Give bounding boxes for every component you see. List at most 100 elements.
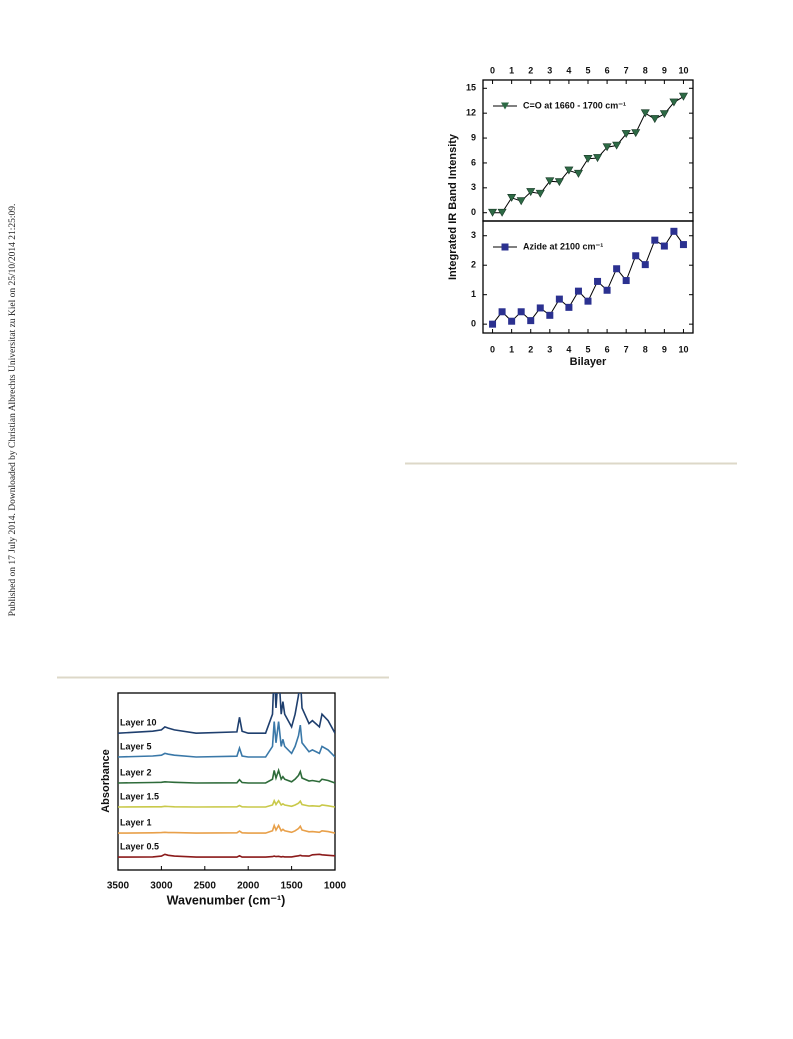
marker <box>555 295 563 303</box>
x-tick-label: 3 <box>547 344 552 354</box>
x-tick-label: 1000 <box>324 881 347 892</box>
marker <box>583 154 593 163</box>
y-axis-label: Integrated IR Band Intensity <box>447 133 459 280</box>
marker <box>497 208 507 217</box>
marker <box>498 308 506 316</box>
x-tick-label: 2 <box>528 65 533 75</box>
series-label: Layer 5 <box>120 741 152 751</box>
y-tick-label: 2 <box>471 260 476 270</box>
x-tick-label: 2000 <box>237 881 260 892</box>
series-label: Layer 1.5 <box>120 791 159 801</box>
marker <box>660 242 668 250</box>
x-tick-label: 3500 <box>107 881 130 892</box>
marker <box>516 197 526 206</box>
x-tick-label: 9 <box>662 65 667 75</box>
series-line <box>118 721 335 758</box>
marker <box>536 304 544 312</box>
marker <box>678 92 688 101</box>
marker <box>613 265 621 273</box>
x-tick-label: 5 <box>585 65 590 75</box>
y-tick-label: 6 <box>471 157 476 167</box>
marker <box>565 303 573 311</box>
marker <box>669 98 679 107</box>
marker <box>602 143 612 152</box>
marker <box>612 141 622 150</box>
x-tick-label: 6 <box>605 65 610 75</box>
marker <box>622 277 630 285</box>
legend-marker <box>501 102 509 110</box>
y-tick-label: 9 <box>471 132 476 142</box>
marker <box>584 297 592 305</box>
series-label: Layer 1 <box>120 817 152 827</box>
marker <box>527 317 535 325</box>
y-tick-label: 1 <box>471 289 476 299</box>
marker <box>564 166 574 175</box>
x-axis-label: Bilayer <box>570 356 607 368</box>
x-tick-label: 10 <box>678 344 688 354</box>
series-line <box>492 96 684 214</box>
y-tick-label: 0 <box>471 207 476 217</box>
marker <box>594 277 602 285</box>
marker <box>631 129 641 138</box>
series-label: Layer 10 <box>120 718 157 728</box>
marker <box>488 208 498 217</box>
marker <box>670 227 678 235</box>
x-tick-label: 4 <box>566 65 571 75</box>
x-tick-label: 6 <box>605 344 610 354</box>
x-tick-label: 8 <box>643 344 648 354</box>
series-line <box>118 853 335 858</box>
x-tick-label: 0 <box>490 65 495 75</box>
marker <box>535 189 545 198</box>
marker <box>546 311 554 319</box>
x-tick-label: 3000 <box>150 881 173 892</box>
x-tick-label: 1 <box>509 344 514 354</box>
x-tick-label: 4 <box>566 344 571 354</box>
x-tick-label: 5 <box>585 344 590 354</box>
marker <box>574 287 582 295</box>
series-line <box>118 823 335 834</box>
marker <box>573 169 583 178</box>
x-tick-label: 1500 <box>280 881 303 892</box>
x-tick-label: 7 <box>624 344 629 354</box>
marker <box>593 154 603 163</box>
marker <box>640 109 650 118</box>
plot-frame <box>482 220 694 334</box>
marker <box>641 261 649 269</box>
marker <box>603 286 611 294</box>
x-tick-label: 2 <box>528 344 533 354</box>
marker <box>508 317 516 325</box>
y-axis-label: Absorbance <box>100 749 112 813</box>
marker <box>507 193 517 202</box>
series-line <box>118 798 335 808</box>
series-label: Layer 0.5 <box>120 841 159 851</box>
x-tick-label: 2500 <box>194 881 217 892</box>
marker <box>489 320 497 328</box>
legend-label: Azide at 2100 cm⁻¹ <box>523 241 603 251</box>
marker <box>651 236 659 244</box>
x-tick-label: 8 <box>643 65 648 75</box>
plot-frame <box>117 692 336 871</box>
y-tick-label: 15 <box>466 83 476 93</box>
series-line <box>118 693 335 735</box>
x-axis-label: Wavenumber (cm⁻¹) <box>167 893 286 907</box>
x-tick-label: 7 <box>624 65 629 75</box>
y-tick-label: 3 <box>471 230 476 240</box>
y-tick-label: 3 <box>471 182 476 192</box>
legend-marker <box>501 243 509 251</box>
series-line <box>118 767 335 784</box>
x-tick-label: 0 <box>490 344 495 354</box>
y-tick-label: 12 <box>466 108 476 118</box>
side-note: Published on 17 July 2014. Downloaded by… <box>8 204 18 617</box>
marker <box>659 110 669 119</box>
legend-label: C=O at 1660 - 1700 cm⁻¹ <box>523 100 626 110</box>
x-tick-label: 9 <box>662 344 667 354</box>
series-label: Layer 2 <box>120 767 152 777</box>
x-tick-label: 3 <box>547 65 552 75</box>
marker <box>517 308 525 316</box>
marker <box>650 115 660 124</box>
y-tick-label: 0 <box>471 319 476 329</box>
marker <box>632 252 640 260</box>
x-tick-label: 10 <box>678 65 688 75</box>
